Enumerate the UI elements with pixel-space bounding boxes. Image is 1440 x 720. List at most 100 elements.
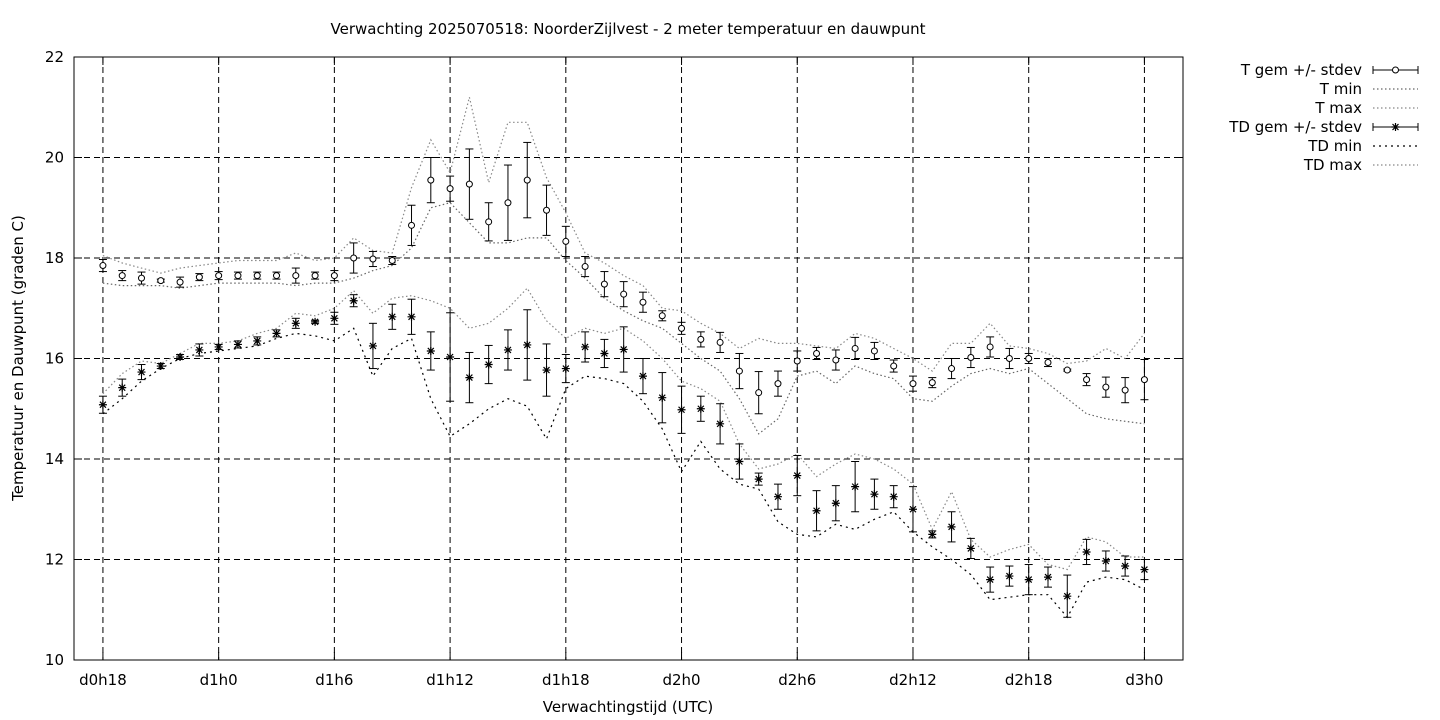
marker-circle xyxy=(1121,386,1129,394)
marker-star xyxy=(118,383,127,392)
marker-star xyxy=(349,296,358,305)
marker-circle xyxy=(253,272,261,280)
marker-star xyxy=(986,575,995,584)
x-tick-label: d1h0 xyxy=(200,671,238,689)
data-point-0 xyxy=(118,270,127,282)
marker-star xyxy=(253,336,262,345)
data-marks xyxy=(98,141,1149,618)
marker-circle xyxy=(658,312,666,320)
y-tick-label: 20 xyxy=(45,149,64,167)
marker-circle xyxy=(832,356,840,364)
marker-star xyxy=(1024,575,1033,584)
marker-star xyxy=(773,492,782,501)
data-point-0 xyxy=(696,331,705,348)
marker-circle xyxy=(485,218,493,226)
marker-circle xyxy=(465,180,473,188)
data-point-0 xyxy=(851,336,860,361)
legend-label: T max xyxy=(1314,99,1362,117)
data-point-0 xyxy=(1121,377,1130,404)
data-point-0 xyxy=(638,291,647,313)
marker-circle xyxy=(948,365,956,373)
y-axis-ticks: 10 12 14 16 18 20 22 xyxy=(45,48,1183,669)
marker-circle xyxy=(755,389,763,397)
data-point-0 xyxy=(446,175,455,202)
marker-circle xyxy=(176,278,184,286)
marker-circle xyxy=(697,335,705,343)
data-point-0 xyxy=(986,336,995,358)
data-point-0 xyxy=(773,370,782,397)
data-point-3 xyxy=(600,338,609,369)
x-tick-label: d2h0 xyxy=(662,671,700,689)
data-point-0 xyxy=(966,346,975,369)
data-point-0 xyxy=(735,352,744,390)
marker-star xyxy=(1043,573,1052,582)
data-point-0 xyxy=(233,271,242,280)
data-point-0 xyxy=(1043,358,1052,368)
legend-label: T gem +/- stdev xyxy=(1240,61,1362,79)
marker-circle xyxy=(967,353,975,361)
data-point-0 xyxy=(503,164,512,241)
marker-circle xyxy=(716,338,724,346)
data-point-3 xyxy=(735,443,744,480)
marker-star xyxy=(928,530,937,539)
data-point-3 xyxy=(561,353,570,384)
marker-star xyxy=(793,471,802,480)
data-point-3 xyxy=(966,537,975,559)
data-point-3 xyxy=(716,403,725,445)
data-point-3 xyxy=(272,329,281,338)
data-point-3 xyxy=(542,343,551,397)
marker-star xyxy=(407,312,416,321)
marker-star xyxy=(446,352,455,361)
legend-marker xyxy=(1392,66,1399,74)
data-point-0 xyxy=(368,250,377,268)
data-point-3 xyxy=(98,395,107,414)
data-point-0 xyxy=(253,271,262,280)
marker-circle xyxy=(1102,383,1110,391)
marker-circle xyxy=(581,263,589,271)
data-point-0 xyxy=(523,141,532,219)
y-tick-label: 14 xyxy=(45,450,64,468)
marker-star xyxy=(542,366,551,375)
data-point-0 xyxy=(1082,373,1091,387)
marker-star xyxy=(677,405,686,414)
marker-star xyxy=(600,349,609,358)
data-point-3 xyxy=(253,336,262,346)
data-point-0 xyxy=(581,255,590,278)
y-tick-label: 16 xyxy=(45,350,64,368)
data-point-0 xyxy=(176,276,185,288)
data-point-3 xyxy=(465,351,474,404)
marker-star xyxy=(311,317,320,326)
marker-circle xyxy=(851,344,859,352)
marker-star xyxy=(195,345,204,354)
data-point-0 xyxy=(716,331,725,353)
marker-circle xyxy=(562,237,570,245)
legend-label: T min xyxy=(1319,80,1362,98)
marker-circle xyxy=(620,290,628,298)
x-tick-label: d1h18 xyxy=(542,671,590,689)
data-point-3 xyxy=(426,331,435,371)
marker-circle xyxy=(408,221,416,229)
marker-circle xyxy=(1140,376,1148,384)
marker-circle xyxy=(311,272,319,280)
data-point-3 xyxy=(1140,559,1149,581)
marker-star xyxy=(831,499,840,508)
marker-star xyxy=(1005,572,1014,581)
data-point-3 xyxy=(291,317,300,329)
x-tick-label: d3h0 xyxy=(1125,671,1163,689)
data-point-3 xyxy=(368,322,377,370)
marker-circle xyxy=(118,272,126,280)
marker-circle xyxy=(678,324,686,332)
data-point-3 xyxy=(1082,538,1091,566)
marker-circle xyxy=(234,272,242,280)
data-point-3 xyxy=(812,490,821,532)
marker-circle xyxy=(600,280,608,288)
data-point-0 xyxy=(542,184,551,236)
marker-circle xyxy=(157,277,165,285)
marker-star xyxy=(426,346,435,355)
series-line-5 xyxy=(102,287,1145,571)
marker-circle xyxy=(928,379,936,387)
data-point-3 xyxy=(947,511,956,543)
data-point-3 xyxy=(1101,550,1110,572)
